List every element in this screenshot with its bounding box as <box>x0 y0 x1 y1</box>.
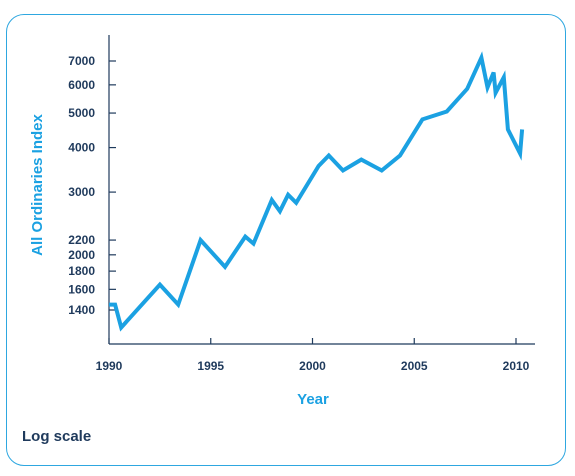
x-tick-label: 2000 <box>299 359 326 373</box>
series-line <box>109 51 525 332</box>
x-axis-title: Year <box>297 391 329 408</box>
y-tick-label: 4000 <box>68 141 95 155</box>
y-axis-title: All Ordinaries Index <box>29 113 46 255</box>
y-tick-label: 3000 <box>68 185 95 199</box>
x-tick-label: 1990 <box>96 359 123 373</box>
chart-axes <box>108 35 535 345</box>
y-tick-label: 1400 <box>68 303 95 317</box>
x-axis-ticks: 1990 1995 2000 2005 2010 <box>96 338 530 373</box>
scale-note: Log scale <box>22 428 92 445</box>
y-tick-label: 7000 <box>68 54 95 68</box>
series-layer <box>109 51 525 332</box>
x-tick-label: 2005 <box>401 359 428 373</box>
chart-card <box>6 14 566 466</box>
y-tick-label: 5000 <box>68 106 95 120</box>
y-tick-label: 1600 <box>68 282 95 296</box>
y-tick-label: 6000 <box>68 78 95 92</box>
y-tick-label: 2000 <box>68 248 95 262</box>
x-tick-label: 2010 <box>503 359 530 373</box>
x-tick-label: 1995 <box>197 359 224 373</box>
y-tick-label: 1800 <box>68 264 95 278</box>
y-tick-label: 2200 <box>68 233 95 247</box>
